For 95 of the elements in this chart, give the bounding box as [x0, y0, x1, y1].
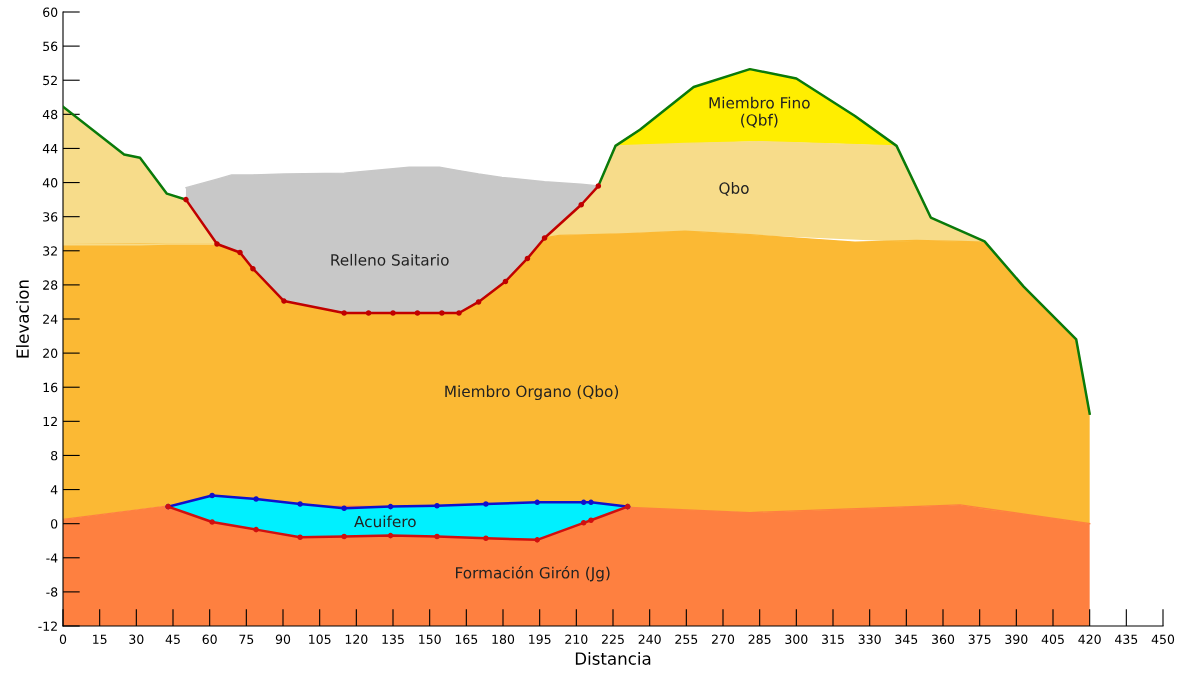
- y-tick-label: 60: [43, 7, 58, 17]
- point: [341, 533, 347, 540]
- y-tick-label: 8: [51, 450, 58, 461]
- y-tick-label: 20: [43, 348, 58, 359]
- annotation: Relleno Saitario: [331, 253, 449, 266]
- point: [341, 310, 347, 316]
- point: [237, 249, 243, 256]
- x-tick-label: 285: [748, 634, 771, 645]
- y-tick-label: 52: [43, 75, 57, 86]
- point: [414, 310, 421, 316]
- annotation: Qbo: [719, 182, 749, 196]
- point: [365, 310, 372, 316]
- point: [541, 235, 548, 241]
- x-tick-label: 210: [565, 634, 588, 645]
- point: [578, 201, 585, 208]
- x-tick-label: 195: [529, 634, 551, 645]
- y-tick-label: 12: [43, 416, 57, 427]
- point: [341, 505, 347, 512]
- y-tick-label: 56: [43, 41, 58, 52]
- point: [534, 537, 541, 543]
- x-tick-label: 360: [932, 634, 955, 645]
- point: [456, 310, 462, 316]
- x-tick-label: 30: [129, 634, 144, 645]
- x-tick-label: 435: [1115, 634, 1138, 645]
- point: [250, 265, 256, 272]
- x-tick-label: 0: [59, 634, 67, 645]
- point: [580, 520, 587, 526]
- point: [183, 196, 189, 203]
- point: [387, 532, 394, 539]
- x-tick-label: 255: [675, 634, 698, 645]
- point: [475, 299, 482, 305]
- point: [534, 499, 541, 506]
- point: [209, 492, 215, 499]
- x-tick-label: 450: [1151, 634, 1175, 645]
- y-tick-label: 44: [42, 144, 58, 154]
- point: [297, 501, 303, 507]
- annotation: Acuifero: [354, 515, 416, 528]
- y-tick-label: -4: [46, 553, 58, 563]
- x-tick-label: 405: [1041, 634, 1064, 645]
- x-tick-label: 60: [202, 634, 217, 645]
- x-tick-label: 180: [492, 634, 515, 645]
- y-tick-label: 36: [43, 212, 58, 222]
- y-tick-label: 0: [51, 519, 58, 529]
- y-tick-label: 4: [50, 485, 58, 495]
- y-tick-label: 24: [43, 314, 58, 324]
- x-tick-label: 300: [785, 634, 808, 645]
- x-tick-label: 45: [165, 634, 180, 645]
- y-tick-label: -8: [46, 587, 58, 597]
- x-tick-label: 270: [711, 634, 735, 645]
- x-tick-label: 150: [419, 634, 441, 645]
- point: [390, 310, 396, 316]
- x-tick-label: 390: [1005, 634, 1028, 645]
- point: [253, 496, 259, 502]
- point: [209, 519, 215, 525]
- x-tick-label: 315: [822, 634, 844, 645]
- point: [524, 255, 531, 262]
- point: [434, 533, 440, 540]
- point: [502, 278, 509, 285]
- x-tick-label: 135: [382, 634, 404, 645]
- x-tick-label: 90: [275, 634, 291, 645]
- annotation: Miembro Fino (Qbf): [709, 96, 810, 128]
- y-tick-label: 32: [43, 246, 57, 256]
- y-tick-label: 28: [43, 280, 58, 290]
- y-axis-title: Elevacion: [16, 280, 29, 358]
- x-tick-label: 240: [638, 634, 661, 645]
- point: [439, 310, 445, 316]
- annotation: Miembro Organo (Qbo): [445, 385, 619, 401]
- x-tick-label: 375: [968, 634, 991, 645]
- point: [483, 501, 489, 507]
- y-tick-label: 48: [42, 109, 58, 120]
- x-tick-label: 330: [858, 634, 881, 645]
- x-tick-label: 120: [345, 634, 368, 645]
- x-tick-label: 225: [601, 634, 624, 645]
- point: [297, 534, 303, 541]
- point: [387, 503, 394, 510]
- x-tick-label: 75: [239, 634, 254, 645]
- point: [595, 183, 602, 189]
- point: [434, 502, 440, 509]
- y-tick-label: -12: [38, 621, 57, 631]
- point: [483, 535, 489, 541]
- point: [281, 298, 287, 304]
- x-axis-title: Distancia: [575, 651, 651, 665]
- x-tick-label: 345: [895, 634, 918, 645]
- x-tick-label: 15: [93, 634, 107, 645]
- y-tick-label: 40: [42, 178, 58, 188]
- y-tick-label: 16: [43, 382, 58, 393]
- x-tick-label: 105: [309, 634, 331, 645]
- point: [214, 241, 220, 247]
- point: [580, 499, 587, 506]
- x-tick-label: 420: [1078, 634, 1101, 645]
- annotation: Formación Girón (Jg): [456, 566, 610, 582]
- point: [588, 517, 594, 524]
- x-tick-label: 165: [455, 634, 478, 645]
- point: [588, 499, 594, 506]
- point: [253, 526, 259, 533]
